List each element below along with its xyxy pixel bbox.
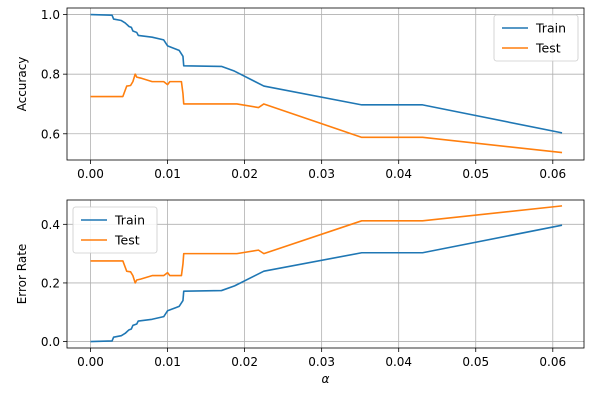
y-tick-label: 0.2: [41, 276, 60, 290]
legend-label-train: Train: [535, 21, 566, 36]
legend: Train Test: [72, 206, 158, 254]
x-axis-label: α: [322, 372, 330, 386]
legend-box: [493, 14, 579, 62]
error-rate-panel: 0.00 0.01 0.02 0.03 0.04 0.05 0.06 0.0 0.2 0.4 Err…: [15, 199, 585, 386]
x-tick-label: 0.03: [308, 355, 335, 369]
x-tick-label: 0.05: [462, 355, 489, 369]
x-tick-label: 0.00: [77, 167, 104, 181]
x-tick-label: 0.06: [539, 355, 566, 369]
plot-frame: [66, 7, 585, 161]
y-tick-label: 0.6: [41, 127, 60, 141]
x-tick-label: 0.01: [154, 167, 181, 181]
y-axis-label: Accuracy: [15, 57, 29, 112]
series-line-test: [90, 205, 563, 284]
legend: Train Test: [493, 14, 579, 62]
legend-label-test: Test: [535, 41, 561, 56]
legend-label-train: Train: [114, 213, 145, 228]
y-tick-label: 0.4: [41, 218, 60, 232]
x-tick-label: 0.02: [231, 167, 258, 181]
x-tick-label: 0.04: [385, 355, 412, 369]
x-tick-label: 0.02: [231, 355, 258, 369]
x-tick-label: 0.05: [462, 167, 489, 181]
y-axis-label: Error Rate: [15, 244, 29, 305]
x-tick-label: 0.00: [77, 355, 104, 369]
x-tick-label: 0.01: [154, 355, 181, 369]
series-line-test: [90, 73, 563, 154]
x-tick-label: 0.04: [385, 167, 412, 181]
legend-box: [72, 206, 158, 254]
series-line-train: [90, 224, 563, 343]
y-tick-label: 1.0: [41, 8, 60, 22]
legend-label-test: Test: [114, 233, 140, 248]
x-tick-label: 0.06: [539, 167, 566, 181]
y-tick-label: 0.0: [41, 335, 60, 349]
x-tick-label: 0.03: [308, 167, 335, 181]
y-tick-label: 0.8: [41, 68, 60, 82]
plot-frame: [66, 199, 585, 349]
series-line-train: [90, 13, 563, 134]
accuracy-panel: 0.00 0.01 0.02 0.03 0.04 0.05 0.06 0.6 0.8 1.0 Acc…: [15, 7, 585, 181]
